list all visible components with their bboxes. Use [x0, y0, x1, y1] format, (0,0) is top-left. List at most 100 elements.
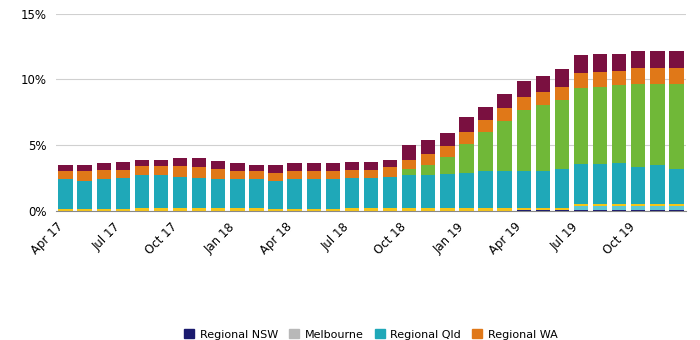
Bar	[612, 163, 626, 204]
Bar	[402, 145, 416, 159]
Bar	[307, 179, 321, 209]
Bar	[134, 208, 149, 211]
Bar	[326, 209, 340, 211]
Bar	[230, 164, 244, 171]
Bar	[402, 175, 416, 208]
Bar	[517, 210, 531, 211]
Bar	[97, 164, 111, 170]
Bar	[669, 51, 684, 68]
Bar	[173, 166, 188, 176]
Bar	[498, 108, 512, 121]
Bar	[612, 85, 626, 163]
Bar	[364, 178, 378, 208]
Bar	[383, 208, 398, 211]
Bar	[402, 169, 416, 175]
Bar	[211, 208, 225, 211]
Bar	[421, 165, 435, 175]
Bar	[574, 206, 588, 210]
Bar	[631, 84, 645, 167]
Bar	[440, 147, 454, 157]
Bar	[440, 174, 454, 208]
Bar	[574, 164, 588, 204]
Bar	[134, 175, 149, 208]
Bar	[154, 166, 168, 175]
Bar	[78, 171, 92, 181]
Bar	[364, 208, 378, 211]
Bar	[58, 179, 73, 209]
Bar	[498, 171, 512, 208]
Bar	[230, 208, 244, 211]
Bar	[536, 92, 550, 105]
Bar	[612, 206, 626, 210]
Bar	[307, 164, 321, 171]
Bar	[230, 171, 244, 179]
Bar	[536, 210, 550, 211]
Bar	[383, 159, 398, 167]
Bar	[517, 207, 531, 210]
Bar	[593, 164, 608, 204]
Bar	[383, 176, 398, 208]
Bar	[58, 165, 73, 171]
Bar	[554, 207, 569, 210]
Bar	[612, 204, 626, 206]
Bar	[440, 157, 454, 174]
Bar	[554, 169, 569, 207]
Bar	[364, 162, 378, 170]
Bar	[536, 76, 550, 92]
Bar	[249, 165, 264, 171]
Bar	[421, 208, 435, 211]
Bar	[134, 159, 149, 166]
Bar	[536, 171, 550, 207]
Bar	[421, 140, 435, 154]
Bar	[498, 94, 512, 108]
Bar	[517, 171, 531, 207]
Bar	[517, 110, 531, 171]
Bar	[116, 209, 130, 211]
Bar	[249, 171, 264, 179]
Bar	[421, 175, 435, 208]
Bar	[440, 208, 454, 211]
Bar	[669, 68, 684, 84]
Bar	[326, 179, 340, 209]
Bar	[268, 209, 283, 211]
Bar	[116, 170, 130, 178]
Bar	[211, 169, 225, 179]
Legend: Regional NSW, Sydney, Melbourne, Brisbane, Regional Qld, Perth, Regional WA, Oth: Regional NSW, Sydney, Melbourne, Brisban…	[180, 325, 562, 340]
Bar	[440, 133, 454, 147]
Bar	[268, 165, 283, 173]
Bar	[211, 179, 225, 208]
Bar	[669, 204, 684, 206]
Bar	[249, 208, 264, 211]
Bar	[574, 73, 588, 88]
Bar	[612, 54, 626, 71]
Bar	[288, 164, 302, 171]
Bar	[288, 209, 302, 211]
Bar	[78, 209, 92, 211]
Bar	[192, 178, 206, 208]
Bar	[612, 210, 626, 211]
Bar	[554, 100, 569, 169]
Bar	[554, 69, 569, 87]
Bar	[478, 120, 493, 132]
Bar	[631, 68, 645, 84]
Bar	[650, 166, 664, 204]
Bar	[459, 173, 474, 208]
Bar	[593, 72, 608, 87]
Bar	[631, 210, 645, 211]
Bar	[478, 171, 493, 208]
Bar	[517, 81, 531, 97]
Bar	[536, 105, 550, 171]
Bar	[631, 167, 645, 204]
Bar	[134, 166, 149, 175]
Bar	[116, 162, 130, 170]
Bar	[554, 87, 569, 100]
Bar	[344, 162, 359, 170]
Bar	[78, 181, 92, 209]
Bar	[631, 206, 645, 210]
Bar	[364, 170, 378, 178]
Bar	[288, 171, 302, 179]
Bar	[383, 167, 398, 176]
Bar	[650, 68, 664, 84]
Bar	[669, 84, 684, 169]
Bar	[307, 209, 321, 211]
